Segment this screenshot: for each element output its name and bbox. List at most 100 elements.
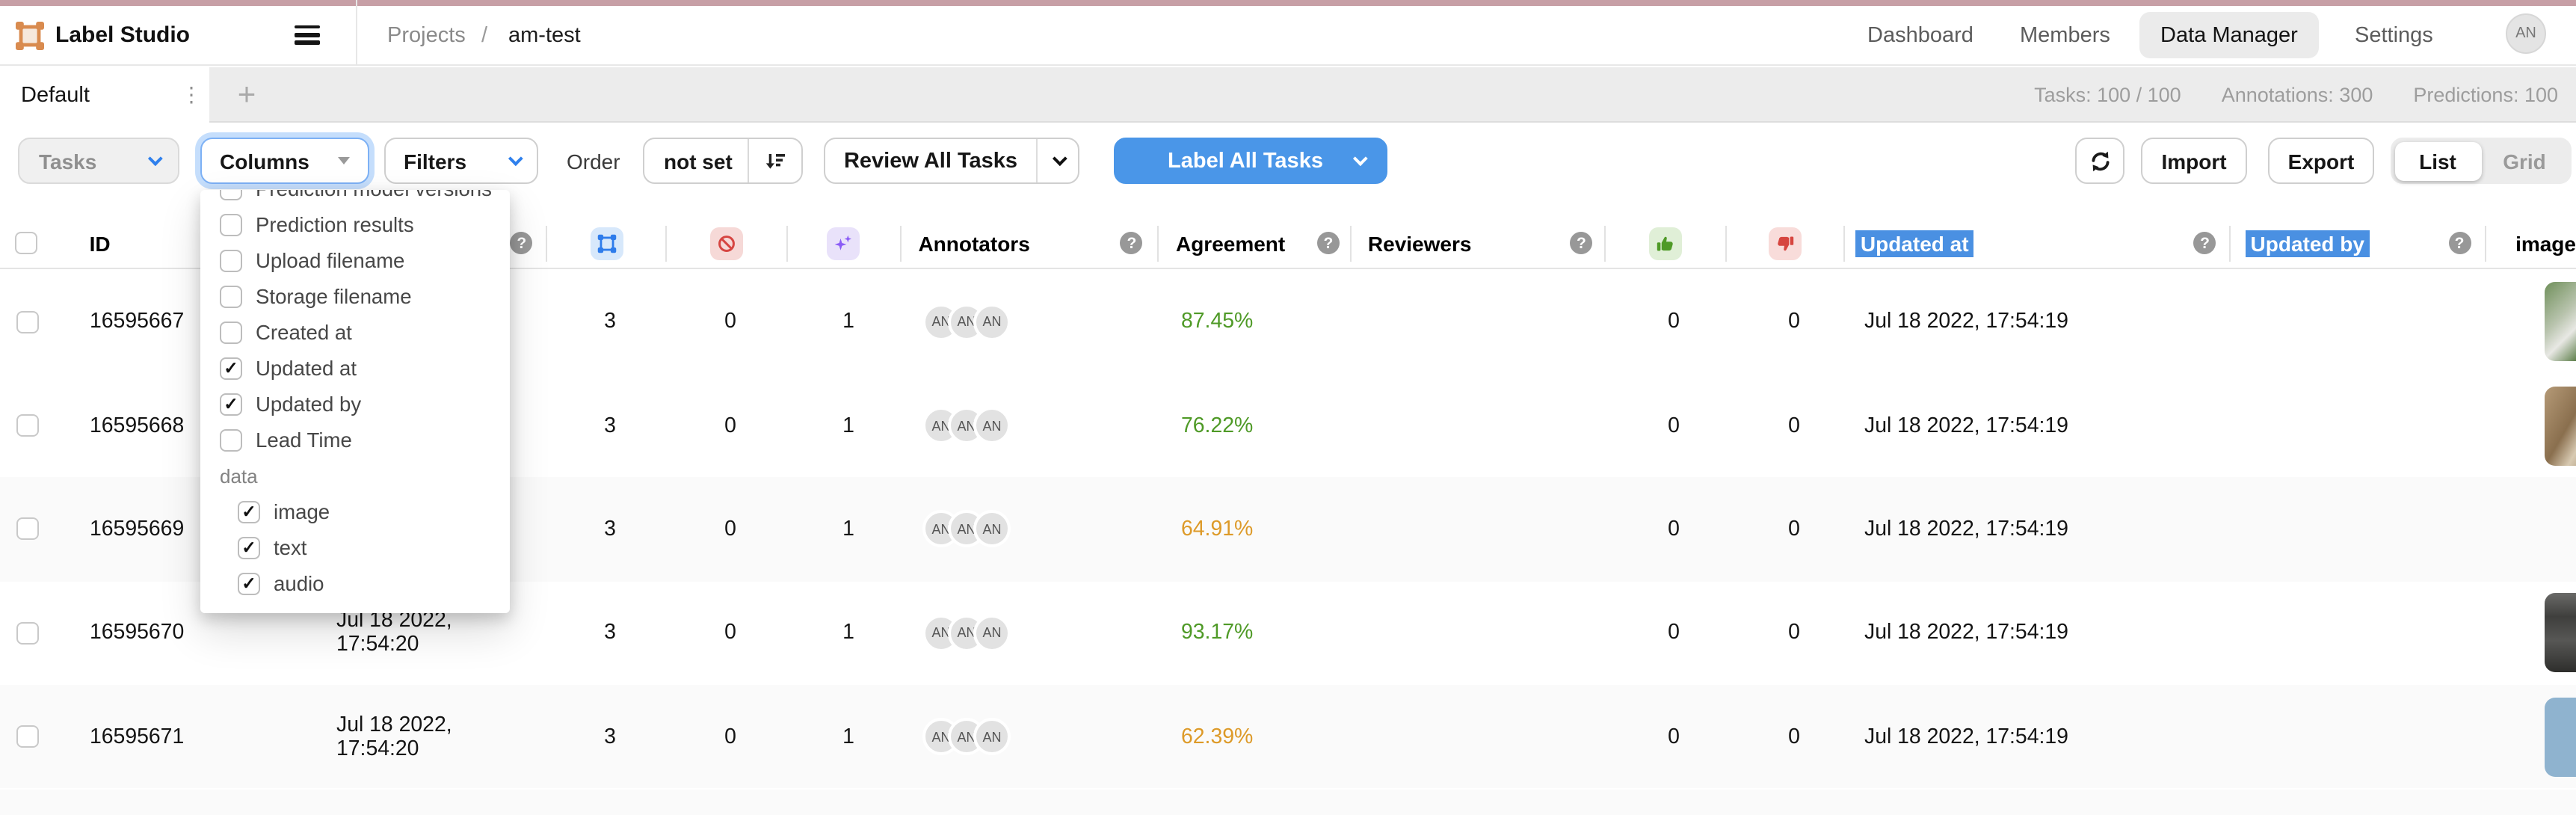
table-row[interactable]: 16595671 Jul 18 2022, 17:54:20 3 0 1 AN … [0,685,2576,789]
nav-dashboard[interactable]: Dashboard [1867,24,1973,48]
import-button[interactable]: Import [2141,138,2247,184]
app-header: Label Studio Projects / am-test Dashboar… [0,0,2576,66]
dropdown-item-created-at[interactable]: Created at [200,314,510,350]
column-header-annotators[interactable]: Annotators [902,225,1159,261]
help-icon[interactable] [2448,232,2471,254]
image-thumbnail[interactable] [2545,282,2576,362]
cancelled-count: 0 [724,725,736,749]
annotations-count: 3 [604,725,616,749]
help-icon[interactable] [1316,232,1340,254]
completed-cell: Jul 18 2022, 17:54:20 [336,713,452,761]
column-header-agreement[interactable]: Agreement [1159,225,1352,261]
user-avatar[interactable]: AN [2506,13,2546,54]
predictions-count: 1 [842,310,854,334]
nav-settings[interactable]: Settings [2355,24,2433,48]
avatar[interactable]: AN [973,303,1011,341]
annotators-cell: AN AN AN [906,614,1165,652]
column-header-updated-by[interactable]: Updated by [2231,225,2486,261]
avatar[interactable]: AN [973,407,1011,445]
checkbox[interactable] [238,572,260,594]
dropdown-item-text[interactable]: text [200,529,510,565]
column-header-updated-at[interactable]: Updated at [1846,225,2231,261]
help-icon[interactable] [1120,232,1143,254]
export-button[interactable]: Export [2268,138,2374,184]
checkbox[interactable] [220,285,242,307]
agreement-value: 87.45% [1181,310,1254,334]
checkbox[interactable] [220,190,242,200]
dropdown-item-lead-time[interactable]: Lead Time [200,422,510,458]
updated-at-cell: Jul 18 2022, 17:54:19 [1864,310,2068,334]
checkbox[interactable] [220,428,242,451]
columns-dropdown-button[interactable]: Columns [200,138,369,184]
tabs-bar: Default ⋮ + Tasks: 100 / 100 Annotations… [0,67,2576,124]
completed-cell: Jul 18 2022, 17:54:20 [336,609,452,657]
dropdown-item-image[interactable]: image [200,493,510,529]
checkbox[interactable] [238,536,260,559]
image-thumbnail[interactable] [2545,593,2576,673]
image-thumbnail[interactable] [2545,386,2576,466]
breadcrumb-projects[interactable]: Projects [387,24,466,48]
column-header-completed[interactable] [320,225,548,261]
row-checkbox[interactable] [16,725,38,748]
avatar[interactable]: AN [973,510,1011,548]
tasks-dropdown-button[interactable]: Tasks [18,138,179,184]
column-header-id[interactable]: ID [89,231,111,255]
image-thumbnail[interactable] [2545,490,2576,569]
avatar[interactable]: AN [973,718,1011,756]
label-studio-logo-icon [16,22,44,50]
view-toggle-grid[interactable]: Grid [2503,149,2546,173]
checkbox[interactable] [220,357,242,379]
checkbox[interactable] [220,321,242,343]
select-all-checkbox[interactable] [15,232,38,254]
hamburger-menu-icon[interactable] [295,25,321,46]
reviews-rejected-count: 0 [1788,310,1800,334]
checkbox[interactable] [220,213,242,236]
column-header-image[interactable]: image [2515,231,2576,255]
dropdown-item-audio[interactable]: audio [200,565,510,601]
window-top-strip [0,0,2576,6]
checkbox[interactable] [220,249,242,271]
checkbox[interactable] [220,393,242,415]
dropdown-item-upload-filename[interactable]: Upload filename [200,242,510,278]
dropdown-item-storage-filename[interactable]: Storage filename [200,278,510,314]
nav-data-manager[interactable]: Data Manager [2139,12,2319,58]
image-thumbnail[interactable] [2545,697,2576,777]
annotators-header-label: Annotators [918,231,1030,255]
row-checkbox[interactable] [16,414,38,437]
column-header-reviews-rejected[interactable] [1727,225,1846,261]
row-checkbox[interactable] [16,517,38,541]
column-header-annotations[interactable] [548,225,667,261]
help-icon[interactable] [510,232,533,254]
thumbs-down-icon [1769,227,1802,259]
help-icon[interactable] [2193,232,2216,254]
reviews-accepted-count: 0 [1668,310,1680,334]
sort-descending-icon[interactable] [749,150,801,172]
review-dropdown-toggle[interactable] [1038,151,1078,167]
avatar[interactable]: AN [973,614,1011,652]
reviews-accepted-count: 0 [1668,517,1680,541]
tab-menu-kebab-icon[interactable]: ⋮ [181,82,202,106]
row-checkbox[interactable] [16,621,38,645]
add-tab-button[interactable]: + [227,76,266,115]
row-checkbox[interactable] [16,310,38,333]
tab-default[interactable]: Default ⋮ [0,67,209,124]
filters-dropdown-button[interactable]: Filters [384,138,538,184]
review-all-tasks-button[interactable]: Review All Tasks [824,138,1079,184]
dropdown-item-prediction-model-versions[interactable]: Prediction model versions [200,190,510,206]
column-header-reviewers[interactable]: Reviewers [1352,225,1606,261]
nav-members[interactable]: Members [2020,24,2110,48]
dropdown-item-prediction-results[interactable]: Prediction results [200,206,510,242]
column-header-predictions[interactable] [787,225,902,261]
refresh-button[interactable] [2075,138,2124,184]
reviews-accepted-count: 0 [1668,413,1680,438]
view-toggle-list[interactable]: List [2394,141,2481,180]
dropdown-item-updated-at[interactable]: Updated at [200,350,510,386]
help-icon[interactable] [1570,232,1593,254]
column-header-cancelled[interactable] [667,225,788,261]
column-header-reviews-accepted[interactable] [1606,225,1727,261]
order-value-button[interactable]: not set [643,138,803,184]
agreement-value: 62.39% [1181,725,1254,749]
label-all-tasks-button[interactable]: Label All Tasks [1114,138,1387,184]
dropdown-item-updated-by[interactable]: Updated by [200,386,510,422]
checkbox[interactable] [238,500,260,523]
